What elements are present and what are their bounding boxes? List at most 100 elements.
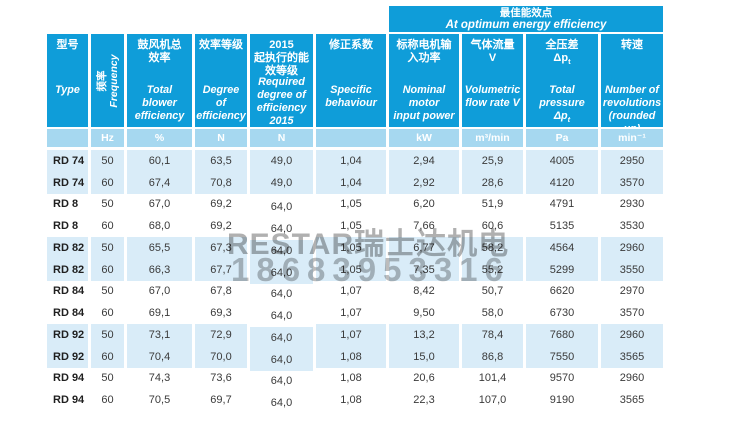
value-cell: 50,7 (481, 285, 504, 298)
model-cell: RD 8 (53, 220, 79, 233)
value-cell: 58,2 (462, 237, 523, 259)
value-cell: 66,3 (127, 258, 192, 281)
value-cell: 72,9 (195, 324, 247, 346)
value-cell: 50 (101, 198, 114, 211)
unit-cell (47, 129, 88, 147)
value-cell: 3550 (601, 258, 663, 281)
value-cell: 3530 (619, 220, 645, 233)
value-cell: 3570 (619, 307, 645, 320)
col-header-specific-behaviour: 修正系数 Specific behaviour (316, 34, 386, 127)
model-cell: RD 74 (47, 150, 88, 172)
value-cell: 64,0 (250, 261, 313, 284)
value-cell: 5299 (526, 258, 598, 281)
table-row: RD 84 50 67,0 67,8 64,0 1,07 8,42 50,7 6620 2970 (47, 281, 663, 303)
value-cell: 60 (91, 345, 124, 368)
table-row: RD 74 60 67,4 70,8 49,0 1,04 2,92 28,6 4120 3570 (47, 171, 663, 194)
table-row: RD 8 50 67,0 69,2 64,0 1,05 6,20 51,9 4791 2930 (47, 194, 663, 216)
value-cell: 1,05 (316, 258, 386, 281)
value-cell: 60 (101, 394, 114, 407)
model-cell: RD 82 (47, 258, 88, 281)
col-header-specific-behaviour-zh: 修正系数 (329, 39, 373, 51)
value-cell: 1,08 (316, 345, 386, 368)
value-cell: 2,94 (389, 150, 459, 172)
value-cell: 60 (91, 258, 124, 281)
value-cell: 67,8 (210, 285, 232, 298)
unit-cell: N (195, 129, 247, 147)
value-cell: 6730 (549, 307, 575, 320)
value-cell: 3565 (619, 394, 645, 407)
value-cell: 67,4 (127, 171, 192, 194)
value-cell: 64,0 (270, 310, 293, 323)
value-cell: 86,8 (462, 345, 523, 368)
value-cell: 50 (101, 372, 114, 385)
value-cell: 25,9 (462, 150, 523, 172)
value-cell: 69,2 (210, 198, 232, 211)
col-header-volumetric-flow-rate-zh: 气体流量 V (470, 39, 515, 64)
model-cell: RD 82 (47, 237, 88, 259)
value-cell: 22,3 (413, 394, 435, 407)
value-cell: 1,08 (340, 394, 362, 407)
value-cell: 67,0 (148, 198, 171, 211)
value-cell: 69,3 (210, 307, 232, 320)
unit-cell (316, 129, 386, 147)
model-cell: RD 92 (47, 324, 88, 346)
group-header-zh: 最佳能效点 (499, 6, 553, 19)
col-header-required-efficiency-2015-zh: 2015 起执行的能 效等级 (254, 39, 309, 77)
value-cell: 69,2 (210, 220, 232, 233)
value-cell: 2,92 (389, 171, 459, 194)
value-cell: 107,0 (478, 394, 507, 407)
group-header-en: At optimum energy efficiency (445, 18, 607, 31)
value-cell: 50 (101, 285, 114, 298)
value-cell: 9,50 (413, 307, 435, 320)
value-cell: 64,0 (270, 223, 293, 236)
col-header-model: 型号 Type (47, 34, 88, 127)
value-cell: 1,05 (340, 198, 362, 211)
unit-cell: Hz (91, 129, 124, 147)
unit-cell: Pa (526, 129, 598, 147)
value-cell: 60 (91, 171, 124, 194)
value-cell: 4120 (526, 171, 598, 194)
value-cell: 1,05 (316, 237, 386, 259)
col-header-degree-of-efficiency: 效率等级 Degree of efficiency (195, 34, 247, 127)
value-cell: 101,4 (478, 372, 507, 385)
value-cell: 49,0 (250, 150, 313, 172)
value-cell: 60 (101, 307, 114, 320)
col-header-degree-of-efficiency-en: Degree of efficiency (196, 84, 246, 122)
value-cell: 7550 (526, 345, 598, 368)
value-cell: 60 (101, 220, 114, 233)
value-cell: 15,0 (389, 345, 459, 368)
value-cell: 7,66 (413, 220, 435, 233)
value-cell: 74,3 (148, 372, 171, 385)
col-header-nominal-motor-input-power-zh: 标称电机输 入功率 (396, 39, 452, 64)
value-cell: 2970 (619, 285, 645, 298)
value-cell: 70,4 (127, 345, 192, 368)
table-row: RD 92 50 73,1 72,9 64,0 1,07 13,2 78,4 7680 2960 (47, 324, 663, 349)
value-cell: 50 (91, 324, 124, 346)
value-cell: 2960 (619, 372, 645, 385)
value-cell: 64,0 (270, 397, 293, 410)
value-cell: 2960 (601, 324, 663, 346)
col-header-revolutions: 转速 Number of revolutions (rounded up) (601, 34, 663, 127)
col-header-frequency-zh: 频率 (95, 70, 108, 91)
value-cell: 55,2 (462, 258, 523, 281)
value-cell: 64,0 (270, 375, 293, 388)
value-cell: 63,5 (195, 150, 247, 172)
value-cell: 1,04 (316, 171, 386, 194)
model-cell: RD 94 (53, 372, 85, 385)
value-cell: 65,5 (127, 237, 192, 259)
col-header-total-blower-efficiency-en: Total blower efficiency (134, 84, 185, 122)
value-cell: 1,07 (340, 307, 362, 320)
value-cell: 67,3 (195, 237, 247, 259)
unit-cell: % (127, 129, 192, 147)
value-cell: 64,0 (270, 288, 293, 301)
value-cell: 4791 (549, 198, 575, 211)
value-cell: 67,0 (148, 285, 171, 298)
table-header-row: 型号 Type 频率 Frequency 鼓风机总 效率 Total blowe… (47, 34, 663, 127)
value-cell: 67,7 (195, 258, 247, 281)
value-cell: 51,9 (481, 198, 504, 211)
value-cell: 1,07 (316, 324, 386, 346)
col-header-required-efficiency-2015: 2015 起执行的能 效等级 Required degree of effici… (250, 34, 313, 127)
col-header-nominal-motor-input-power: 标称电机输 入功率 Nominal motor input power (389, 34, 459, 127)
value-cell: 73,6 (210, 372, 232, 385)
value-cell: 64,0 (250, 240, 313, 262)
